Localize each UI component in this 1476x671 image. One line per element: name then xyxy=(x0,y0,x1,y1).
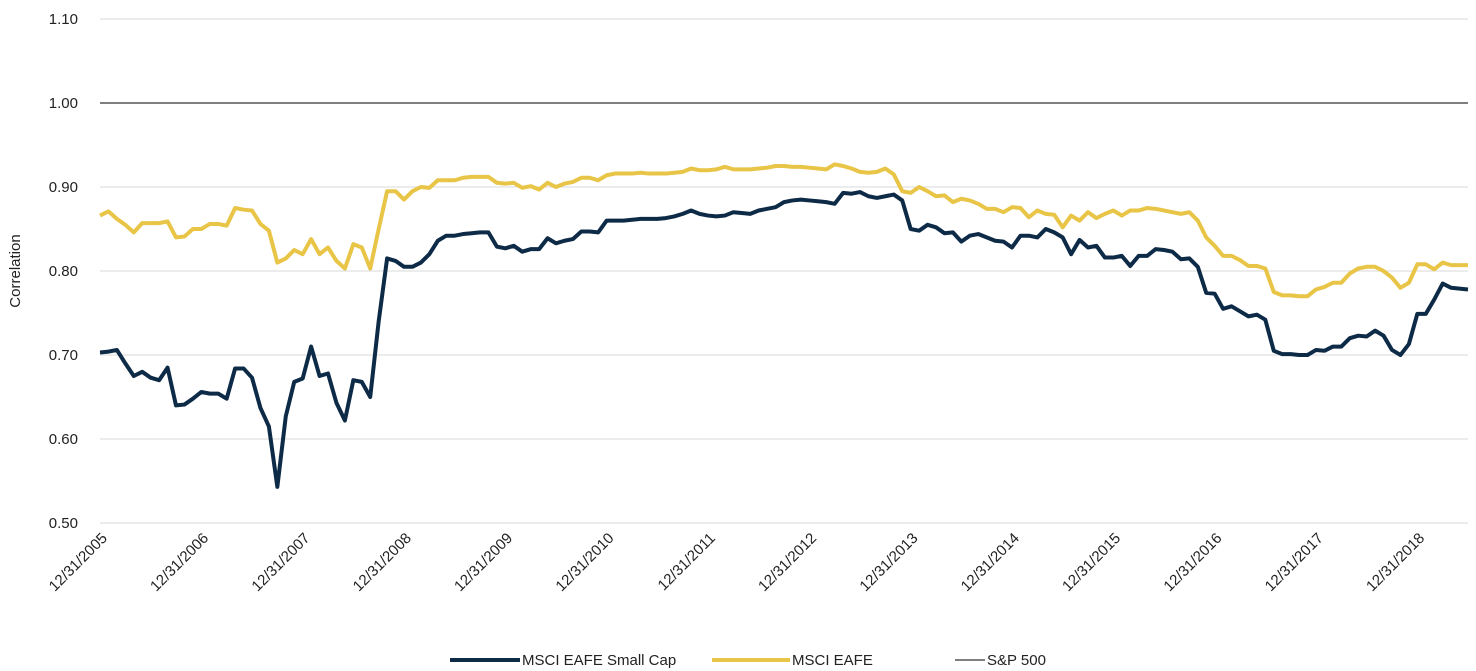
legend-label: S&P 500 xyxy=(987,652,1046,669)
y-axis-title: Correlation xyxy=(7,234,24,307)
legend-label: MSCI EAFE Small Cap xyxy=(522,652,676,669)
x-tick-label: 12/31/2006 xyxy=(147,530,212,595)
y-tick-label: 0.50 xyxy=(49,515,78,532)
x-tick-label: 12/31/2010 xyxy=(552,530,617,595)
y-tick-label: 1.10 xyxy=(49,11,78,28)
x-tick-label: 12/31/2018 xyxy=(1363,530,1428,595)
x-tick-label: 12/31/2008 xyxy=(350,530,415,595)
x-tick-label: 12/31/2016 xyxy=(1160,530,1225,595)
x-tick-label: 12/31/2017 xyxy=(1262,530,1327,595)
x-tick-label: 12/31/2007 xyxy=(248,530,313,595)
x-tick-label: 12/31/2015 xyxy=(1059,530,1124,595)
y-tick-label: 1.00 xyxy=(49,95,78,112)
legend-item: S&P 500 xyxy=(955,652,1046,669)
series-line xyxy=(99,162,1468,299)
x-tick-label: 12/31/2009 xyxy=(451,530,516,595)
x-tick-label: 12/31/2013 xyxy=(856,530,921,595)
x-tick-label: 12/31/2014 xyxy=(958,530,1023,595)
y-tick-label: 0.80 xyxy=(49,263,78,280)
legend-label: MSCI EAFE xyxy=(792,652,873,669)
x-tick-label: 12/31/2012 xyxy=(755,530,820,595)
legend-item: MSCI EAFE Small Cap xyxy=(450,652,676,669)
y-tick-label: 0.70 xyxy=(49,347,78,364)
y-tick-label: 0.90 xyxy=(49,179,78,196)
y-tick-label: 0.60 xyxy=(49,431,78,448)
series-line xyxy=(99,190,1469,489)
x-tick-label: 12/31/2005 xyxy=(46,530,111,595)
x-tick-label: 12/31/2011 xyxy=(655,530,719,594)
legend-item: MSCI EAFE xyxy=(712,652,873,669)
